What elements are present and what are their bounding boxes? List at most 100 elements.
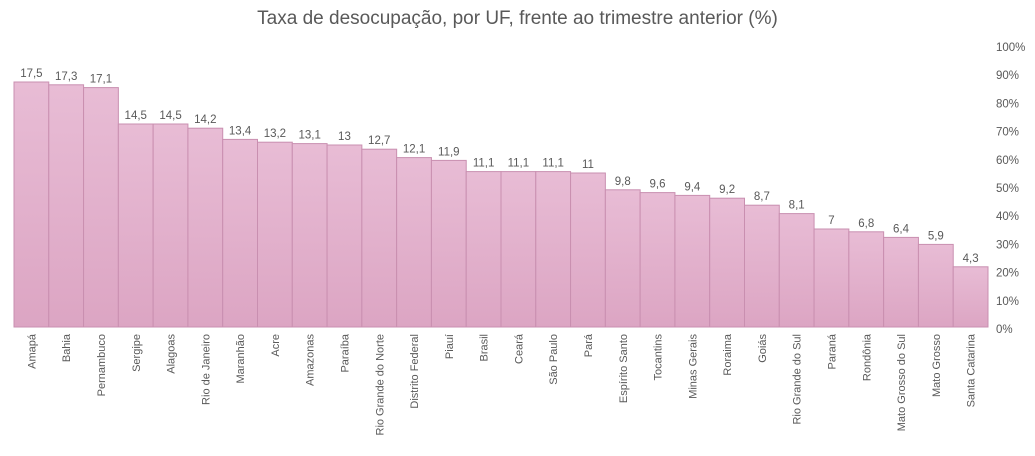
category-label: São Paulo <box>548 334 560 385</box>
bars-layer <box>13 81 989 328</box>
category-label: Maranhão <box>235 334 247 384</box>
value-label: 8,7 <box>754 191 770 203</box>
category-label: Amapá <box>26 333 38 369</box>
bar <box>952 266 989 328</box>
bar <box>778 213 815 328</box>
value-label: 9,8 <box>615 176 631 188</box>
category-label: Sergipe <box>131 334 143 372</box>
bar <box>13 81 50 328</box>
category-label: Goiás <box>757 334 769 363</box>
value-label: 11 <box>582 159 594 171</box>
value-label: 13,1 <box>298 130 320 142</box>
axis-tick-label: 50% <box>996 183 1019 195</box>
category-label: Rio Grande do Norte <box>374 334 386 436</box>
category-labels-layer: Amapá Bahia Pernambuco Sergipe Alagoas Rio de… <box>26 333 977 435</box>
value-label: 9,6 <box>650 179 666 191</box>
bar <box>83 87 119 328</box>
bar <box>291 143 328 328</box>
value-label: 4,3 <box>963 253 979 265</box>
value-label: 6,8 <box>858 218 874 230</box>
value-label: 13,2 <box>264 128 286 140</box>
bar <box>48 84 85 328</box>
axis-tick-label: 0% <box>996 324 1013 336</box>
bar <box>361 148 398 328</box>
axis-tick-label: 10% <box>996 296 1019 308</box>
category-label: Ceará <box>513 333 525 364</box>
axis-tick-label: 30% <box>996 239 1019 251</box>
category-label: Tocantins <box>653 334 665 381</box>
right-axis-ticks: 0% 10% 20% 30% 40% 50% 60% 70% 80% 90% 100% <box>996 42 1025 336</box>
bar <box>187 127 224 328</box>
category-label: Mato Grosso do Sul <box>896 334 908 431</box>
bar <box>535 171 572 328</box>
value-label: 11,1 <box>542 158 564 170</box>
axis-tick-label: 70% <box>996 127 1019 139</box>
bar <box>604 189 641 328</box>
value-label: 9,4 <box>684 181 701 193</box>
axis-tick-label: 80% <box>996 98 1019 110</box>
axis-tick-label: 60% <box>996 155 1019 167</box>
category-label: Piauí <box>444 334 456 359</box>
bar <box>813 228 850 328</box>
category-label: Mato Grosso <box>931 334 943 397</box>
value-label: 12,7 <box>368 135 390 147</box>
category-label: Pernambuco <box>96 334 108 396</box>
category-label: Minas Gerais <box>687 334 699 399</box>
bar <box>430 159 467 328</box>
bar <box>117 123 154 328</box>
category-label: Rondônia <box>861 333 873 381</box>
category-label: Santa Catarina <box>966 333 978 407</box>
axis-tick-label: 100% <box>996 42 1025 54</box>
category-label: Pará <box>583 333 595 357</box>
value-label: 9,2 <box>719 184 735 196</box>
bar <box>883 236 919 328</box>
bar <box>326 144 363 328</box>
value-label: 14,2 <box>194 114 216 126</box>
value-label: 6,4 <box>893 223 910 235</box>
axis-tick-label: 20% <box>996 268 1019 280</box>
chart-title: Taxa de desocupação, por UF, frente ao t… <box>257 8 778 29</box>
bar <box>500 171 537 328</box>
value-label: 17,5 <box>20 68 42 80</box>
value-labels-layer: 17,5 17,3 17,1 14,5 14,5 14,2 13,4 13,2 13,1 13 12… <box>20 68 978 265</box>
value-label: 7 <box>828 215 834 227</box>
value-label: 5,9 <box>928 230 944 242</box>
bar <box>570 172 606 328</box>
axis-tick-label: 40% <box>996 211 1019 223</box>
value-label: 17,3 <box>55 71 77 83</box>
category-label: Rio de Janeiro <box>200 334 212 405</box>
bar <box>744 204 780 328</box>
category-label: Brasil <box>479 334 491 362</box>
bar <box>709 197 746 328</box>
bar <box>152 123 189 328</box>
category-label: Distrito Federal <box>409 334 421 409</box>
category-label: Acre <box>270 334 282 357</box>
value-label: 12,1 <box>403 144 425 156</box>
bar <box>639 192 676 328</box>
bar <box>674 194 711 328</box>
bar <box>917 243 954 328</box>
category-label: Bahia <box>61 333 73 362</box>
value-label: 13 <box>338 131 351 143</box>
bar <box>222 138 259 328</box>
value-label: 13,4 <box>229 125 252 137</box>
value-label: 14,5 <box>159 110 181 122</box>
bar <box>396 157 432 328</box>
value-label: 11,9 <box>438 146 460 158</box>
category-label: Alagoas <box>166 334 178 374</box>
bar <box>465 171 502 328</box>
value-label: 17,1 <box>90 74 112 86</box>
axis-tick-label: 90% <box>996 70 1019 82</box>
category-label: Espírito Santo <box>618 334 630 403</box>
value-label: 8,1 <box>789 200 805 212</box>
category-label: Roraima <box>722 333 734 375</box>
bar <box>848 231 885 328</box>
value-label: 11,1 <box>473 158 495 170</box>
category-label: Rio Grande do Sul <box>792 334 804 425</box>
value-label: 11,1 <box>508 158 530 170</box>
category-label: Amazonas <box>305 334 317 386</box>
bar <box>257 141 293 328</box>
value-label: 14,5 <box>125 110 147 122</box>
category-label: Paraíba <box>339 333 351 372</box>
